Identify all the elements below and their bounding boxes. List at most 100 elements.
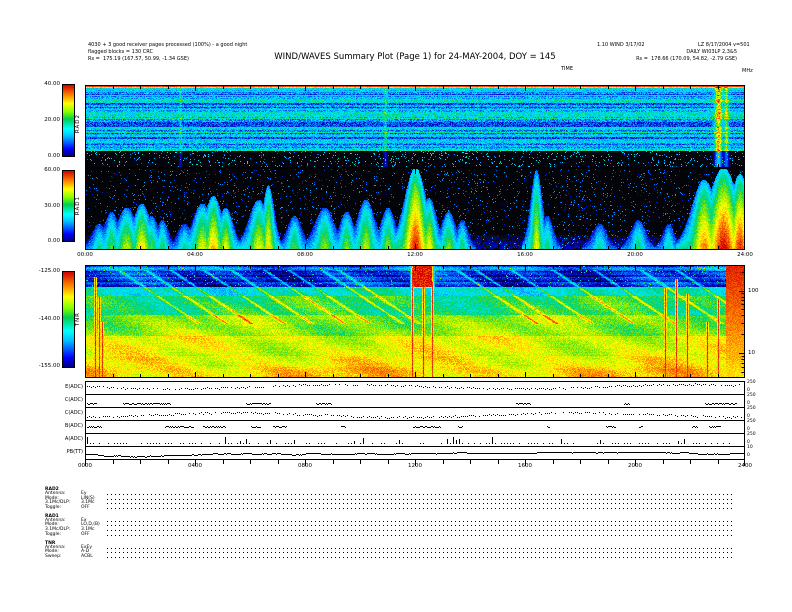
rad1-panel-label: RAD1 xyxy=(75,196,81,216)
housekeeping-strips xyxy=(85,381,745,467)
legend-row-leader xyxy=(107,528,735,533)
legend-row-label: Mode: xyxy=(45,549,59,555)
bottom-axis-label: 0000 xyxy=(78,463,92,469)
legend-row-leader xyxy=(107,506,735,511)
time-axis-label: 20:00 xyxy=(627,252,643,258)
strip-scale-bottom-label: 0 xyxy=(747,440,750,445)
time-axis-label: 16:00 xyxy=(517,252,533,258)
rad1-spectrogram xyxy=(85,168,745,250)
rad2-spectrogram xyxy=(85,85,745,168)
legend-row-leader xyxy=(107,501,735,507)
tnr-colorbar xyxy=(62,271,75,368)
tnr-colorbar-tick-mid: -140.00 xyxy=(38,316,60,322)
legend-row: Antenna: Ex xyxy=(45,517,735,524)
legend-row-label: Antenna: xyxy=(45,544,66,550)
strip-scale-top-label: 250 xyxy=(747,380,756,385)
tnr-right-axis-tick-label: 10 xyxy=(748,350,755,357)
legend-row: Mode: A-D xyxy=(45,549,735,555)
legend-row-value: Ey xyxy=(81,491,87,496)
strip-label: C(ADC) xyxy=(64,410,83,416)
legend-group-title: TNR xyxy=(45,540,56,546)
time-axis-label: 24:00 xyxy=(737,252,753,258)
legend-row-label: Mode: xyxy=(45,495,59,501)
strip-label: PB(TT) xyxy=(66,449,83,455)
legend-row: Toggle: OFF xyxy=(45,531,735,538)
legend-row-value: A-D xyxy=(81,549,90,555)
rad2-panel-label: RAD2 xyxy=(75,114,81,134)
mhz-unit-label: MHz xyxy=(742,68,753,74)
legend-row-value: 3.1Mc xyxy=(81,500,95,506)
legend-row-value: Ex xyxy=(81,517,87,523)
legend-row: Toggle: OFF xyxy=(45,505,735,511)
time-axis-label: 12:00 xyxy=(407,252,423,258)
tnr-spectrogram xyxy=(85,265,745,378)
legend-row-label: Antenna: xyxy=(45,491,66,496)
strip-label: B(ADC) xyxy=(64,423,83,429)
legend-row: Antenna: Ey xyxy=(45,491,735,497)
legend-row-leader xyxy=(107,518,735,524)
strip-label: A(ADC) xyxy=(64,436,83,442)
bottom-axis-label: 1600 xyxy=(518,463,532,469)
time-axis-label: 08:00 xyxy=(297,252,313,258)
legend-group-title: RAD2 xyxy=(45,487,59,492)
strip-scale-top-label: 250 xyxy=(747,393,756,398)
legend-row-leader xyxy=(107,492,735,497)
rad2-colorbar-tick-min: 0.00 xyxy=(47,153,60,159)
legend-row-value: LO,D,(B) xyxy=(81,522,100,528)
rad1-colorbar-tick-mid: 30.00 xyxy=(44,203,60,209)
strip-scale-bottom-label: 0 xyxy=(747,414,750,419)
legend-row-label: Toggle: xyxy=(45,505,61,511)
legend-row: Mode: LIN(S) xyxy=(45,495,735,502)
tnr-colorbar-tick-max: -125.00 xyxy=(38,268,60,274)
header-info-line-2: flagged blocks = 130 CRC xyxy=(88,49,153,55)
header-info-line-1: 4030 + 3 good receiver pages processed (… xyxy=(88,42,248,48)
legend-row-leader xyxy=(107,496,735,502)
tnr-panel-label: TNR xyxy=(75,312,81,327)
legend-row: 3.1Mc/DLP: 3.1Mc xyxy=(45,500,735,507)
legend-row-label: 3.1Mc/DLP: xyxy=(45,500,71,506)
tnr-right-axis-tick-label: 100 xyxy=(748,287,759,294)
bottom-axis-label: 2000 xyxy=(628,463,642,469)
rad2-colorbar-tick-max: 40.00 xyxy=(44,81,60,87)
legend-row: Sweep: ACBL xyxy=(45,553,735,560)
legend-row-label: Sweep: xyxy=(45,553,62,559)
legend-row-leader xyxy=(107,545,735,551)
strip-scale-bottom-label: 0 xyxy=(747,388,750,393)
legend-group-title: RAD1 xyxy=(45,513,59,519)
legend-row-value: ACBL xyxy=(81,553,93,559)
rad1-colorbar xyxy=(62,170,75,242)
time-unit-label: TIME xyxy=(561,66,574,72)
rad2-colorbar-tick-mid: 20.00 xyxy=(44,117,60,123)
strip-scale-top-label: 10 xyxy=(747,445,753,450)
bottom-axis-label: 2400 xyxy=(738,463,752,469)
page-title: WIND/WAVES Summary Plot (Page 1) for 24-… xyxy=(274,52,556,62)
legend-row-leader xyxy=(107,550,735,555)
legend-row: 3.1Mc/DLP: 3.1Mc xyxy=(45,527,735,533)
strip-scale-top-label: 250 xyxy=(747,406,756,411)
strip-scale-bottom-label: 0 xyxy=(747,401,750,406)
legend-row-value: 3.1Mc xyxy=(81,527,95,533)
version-label: 1.10 WIND 3/17/02 xyxy=(597,42,645,48)
legend-row-label: 3.1Mc/DLP: xyxy=(45,527,71,533)
header-info-line-3: Rs = 175.19 (167.57, 50.99, -1.34 GSE) xyxy=(88,56,189,62)
daily-label: DAILY WI03LP 2,3&5 xyxy=(686,49,737,55)
bottom-axis-label: 1200 xyxy=(408,463,422,469)
legend-row: Mode: LO,D,(B) xyxy=(45,522,735,529)
legend-row-value: OFF xyxy=(81,531,90,537)
time-axis-label: 00:00 xyxy=(77,252,93,258)
legend-row-label: Antenna: xyxy=(45,517,66,523)
strip-scale-bottom-label: 0 xyxy=(747,427,750,432)
rad1-colorbar-tick-max: 60.00 xyxy=(44,167,60,173)
legend-row-value: ExEy xyxy=(81,544,93,550)
legend-row-label: Mode: xyxy=(45,522,59,528)
rad1-colorbar-tick-min: 0.00 xyxy=(47,238,60,244)
legend-row-leader xyxy=(107,532,735,538)
legend-row-leader xyxy=(107,554,735,560)
strip-label: E(ADC) xyxy=(65,384,83,390)
legend-block: RAD2 Antenna: Ey Mode: LIN(S) 3.1Mc/DLP: 3.1Mc… xyxy=(45,487,735,560)
legend-row: Antenna: ExEy xyxy=(45,544,735,551)
legend-row-label: Toggle: xyxy=(45,531,61,537)
strip-label: C(ADC) xyxy=(64,397,83,403)
strip-scale-top-label: 250 xyxy=(747,419,756,424)
